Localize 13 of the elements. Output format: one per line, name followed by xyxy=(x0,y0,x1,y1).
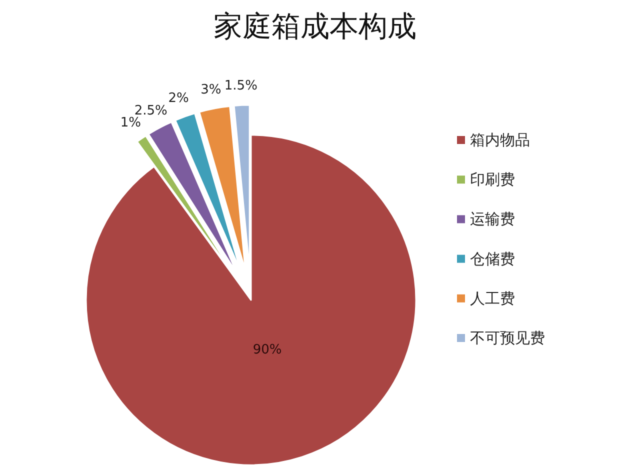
data-label: 2% xyxy=(168,91,189,106)
data-label: 90% xyxy=(252,342,282,358)
legend-label: 印刷费 xyxy=(470,170,515,189)
legend-label: 不可预见费 xyxy=(470,329,545,347)
legend-label: 人工费 xyxy=(470,289,515,308)
legend-label: 仓储费 xyxy=(470,250,515,268)
data-label: 3% xyxy=(200,82,222,98)
data-label: 1.5% xyxy=(224,78,258,94)
chart-title: 家庭箱成本构成 xyxy=(214,9,416,43)
data-label: 1% xyxy=(120,116,142,131)
data-label: 2.5% xyxy=(134,103,168,118)
legend-label: 箱内物品 xyxy=(470,131,530,149)
legend-label: 运输费 xyxy=(470,210,515,228)
